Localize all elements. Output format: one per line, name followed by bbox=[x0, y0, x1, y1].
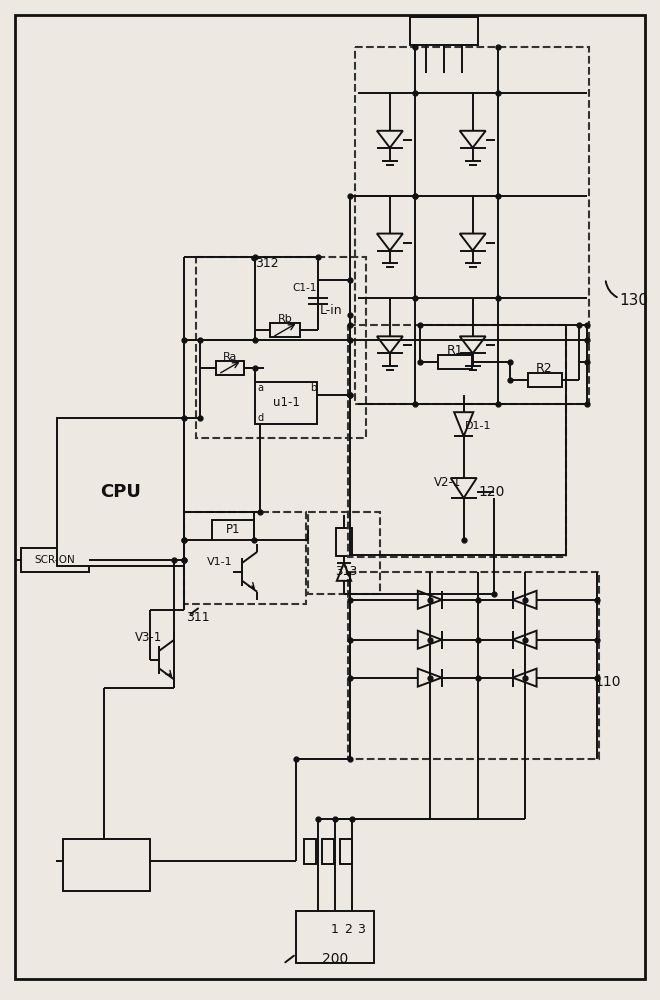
Bar bbox=[196, 257, 366, 438]
Text: P1: P1 bbox=[226, 523, 240, 536]
Text: 311: 311 bbox=[186, 611, 210, 624]
Text: V1-1: V1-1 bbox=[207, 557, 233, 567]
Text: 2: 2 bbox=[344, 923, 352, 936]
Bar bbox=[348, 572, 599, 759]
Bar bbox=[255, 382, 317, 424]
Bar bbox=[336, 528, 352, 556]
Text: a: a bbox=[257, 383, 263, 393]
Text: L-in: L-in bbox=[319, 304, 342, 317]
Bar bbox=[296, 911, 374, 963]
Bar bbox=[322, 839, 334, 864]
Text: V2-1: V2-1 bbox=[434, 476, 461, 489]
Text: R1: R1 bbox=[446, 344, 463, 357]
Text: 3: 3 bbox=[357, 923, 365, 936]
Text: R2: R2 bbox=[536, 362, 553, 375]
Text: 200: 200 bbox=[322, 952, 348, 966]
Bar bbox=[438, 355, 472, 369]
Bar bbox=[308, 512, 380, 594]
Text: 120: 120 bbox=[478, 485, 505, 499]
Text: D1-1: D1-1 bbox=[465, 421, 491, 431]
Bar bbox=[410, 17, 478, 45]
Text: u1-1: u1-1 bbox=[273, 396, 300, 409]
Bar bbox=[63, 839, 150, 891]
Text: 313: 313 bbox=[335, 565, 357, 578]
Text: Rb: Rb bbox=[278, 314, 292, 324]
Bar bbox=[340, 839, 352, 864]
Bar bbox=[527, 373, 562, 387]
Bar bbox=[348, 325, 566, 557]
Bar bbox=[20, 548, 88, 572]
Bar bbox=[304, 839, 316, 864]
Text: C1-1: C1-1 bbox=[293, 283, 317, 293]
Text: 110: 110 bbox=[594, 675, 620, 689]
Text: b: b bbox=[310, 383, 316, 393]
Text: d: d bbox=[257, 413, 263, 423]
Bar bbox=[216, 361, 244, 375]
Bar bbox=[270, 323, 300, 337]
Bar bbox=[355, 47, 589, 404]
Text: CPU: CPU bbox=[100, 483, 141, 501]
Text: Ra: Ra bbox=[223, 352, 238, 362]
Text: 130: 130 bbox=[619, 293, 648, 308]
Text: SCR-ON: SCR-ON bbox=[34, 555, 75, 565]
Text: V3-1: V3-1 bbox=[135, 631, 162, 644]
Bar bbox=[57, 418, 184, 566]
Text: 1: 1 bbox=[331, 923, 339, 936]
Text: 312: 312 bbox=[255, 257, 279, 270]
Bar bbox=[213, 520, 254, 540]
Bar bbox=[184, 512, 306, 604]
